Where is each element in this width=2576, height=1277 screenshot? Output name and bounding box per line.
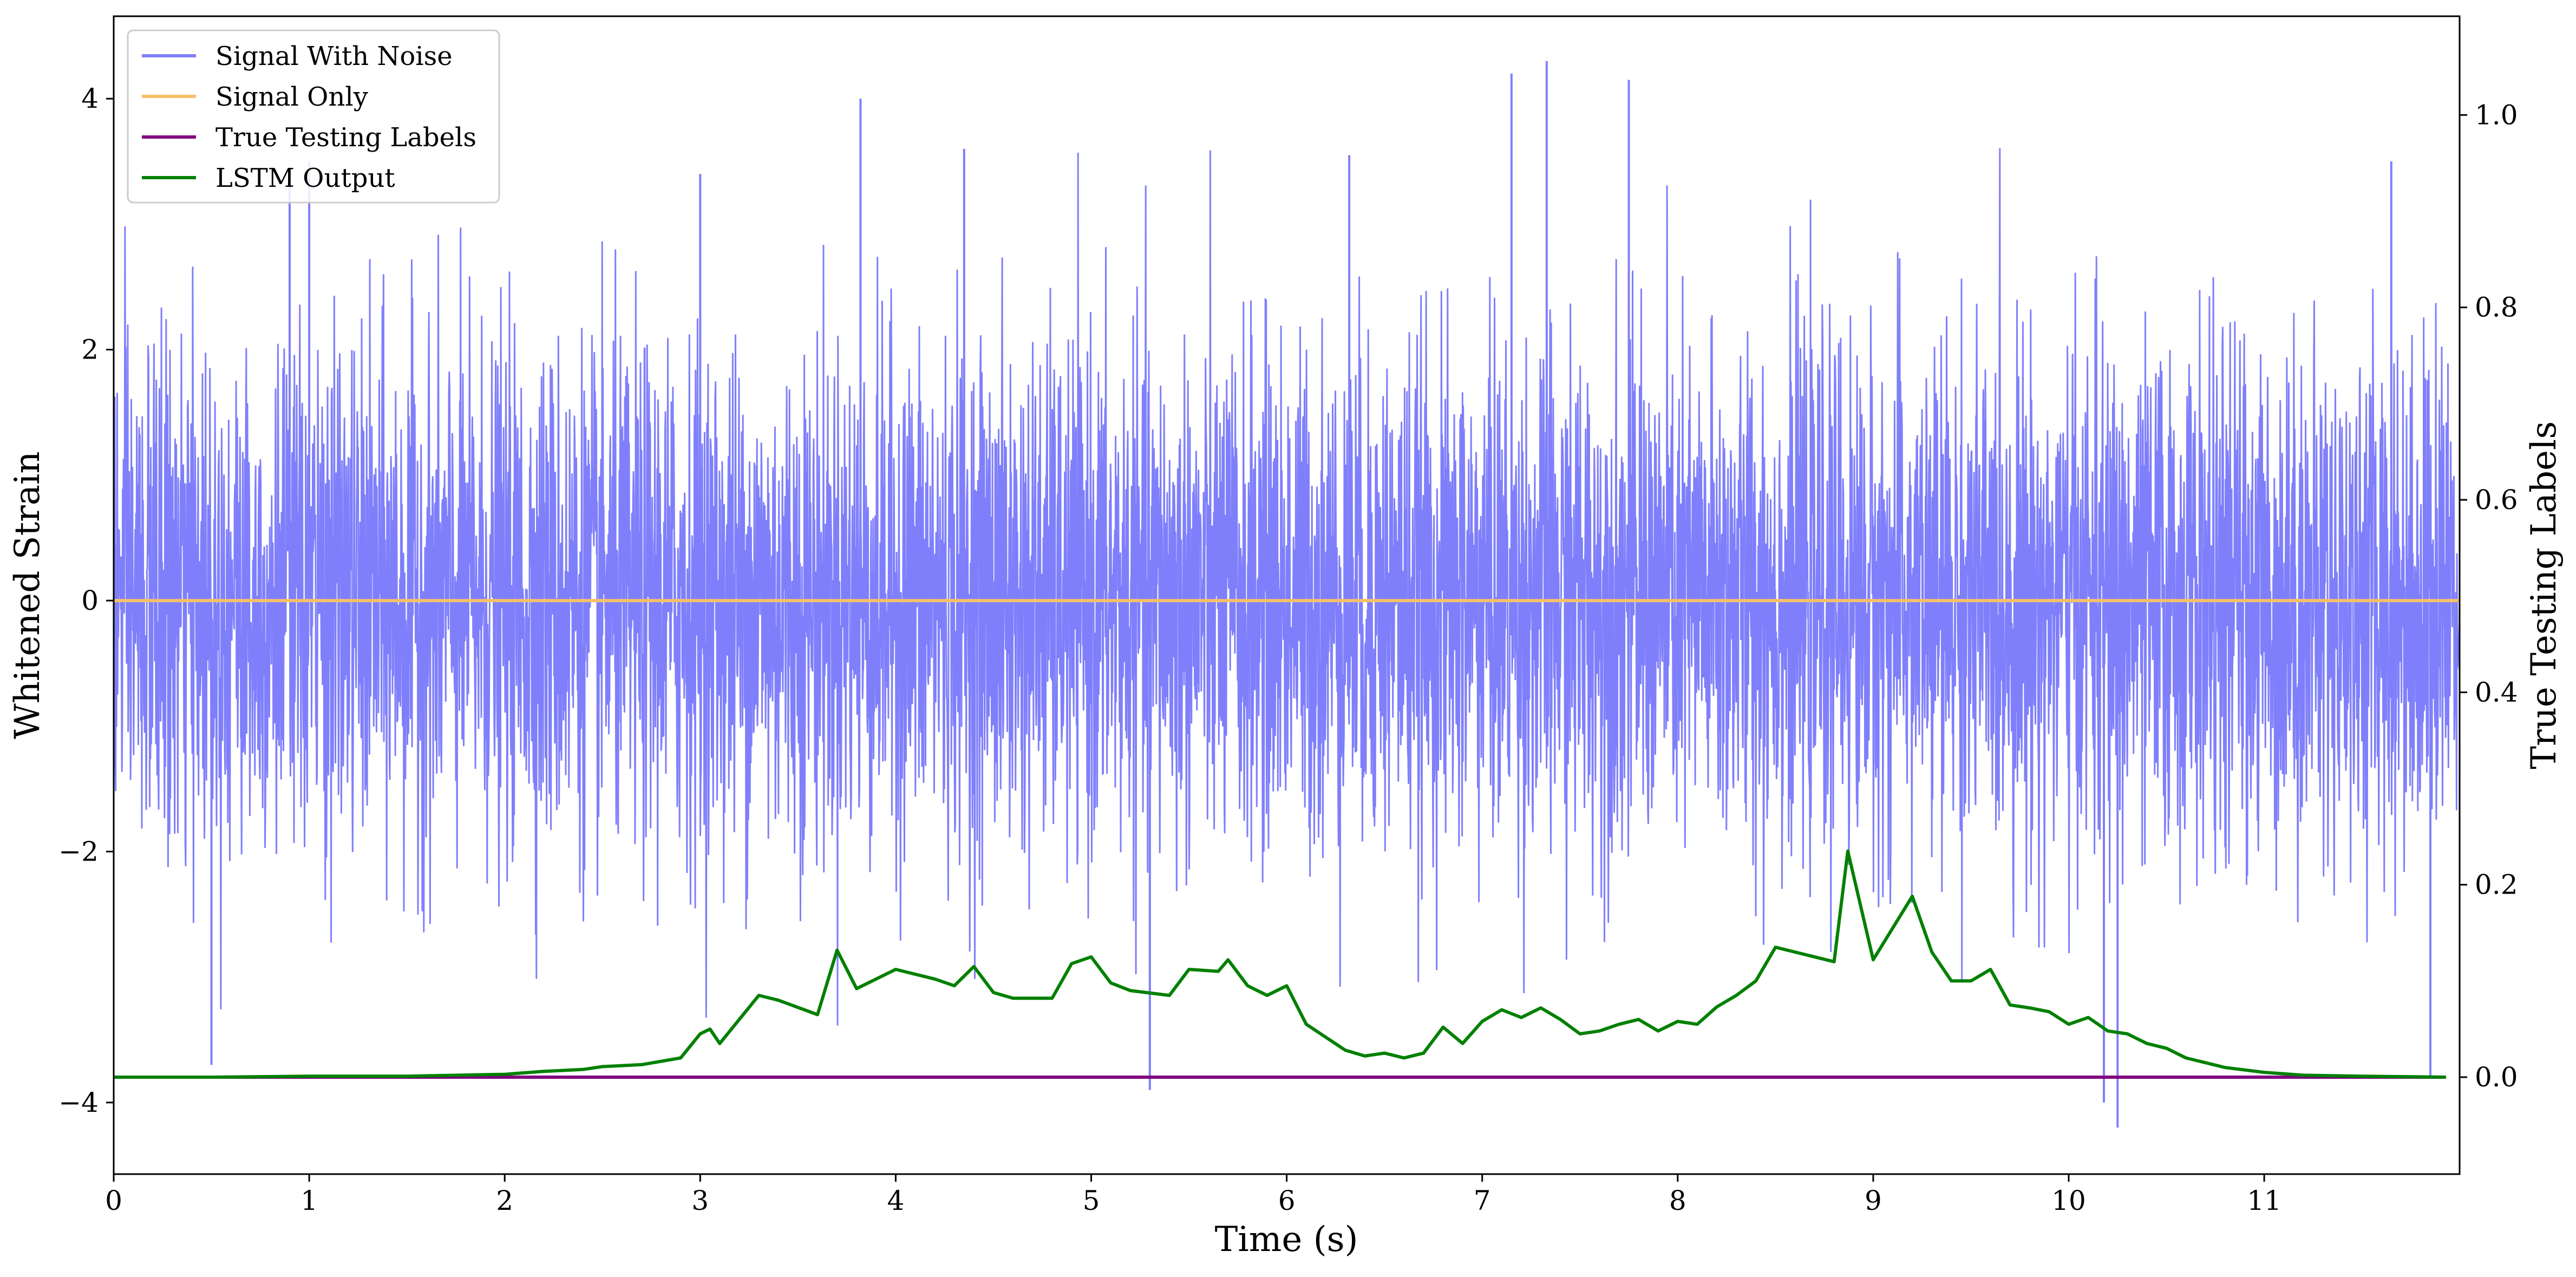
x-tick-label: 1 (300, 1185, 318, 1216)
x-tick-label: 7 (1474, 1185, 1491, 1216)
x-tick-label: 2 (496, 1185, 513, 1216)
x-tick-label: 9 (1865, 1185, 1882, 1216)
y-axis-label-right: True Testing Labels (2524, 421, 2564, 770)
right-y-tick-label: 0.8 (2475, 292, 2518, 323)
legend-label-signal-with-noise: Signal With Noise (215, 41, 453, 71)
x-axis-label: Time (s) (1215, 1220, 1358, 1260)
x-tick-label: 4 (887, 1185, 904, 1216)
right-y-axis: 0.0 0.2 0.4 0.6 0.8 1.0 (2460, 99, 2518, 1093)
signal-with-noise-series (114, 61, 2460, 1128)
right-y-tick-label: 1.0 (2475, 99, 2518, 131)
left-y-tick-label: 0 (81, 585, 99, 616)
y-axis-label-left: Whitened Strain (8, 451, 48, 739)
left-y-tick-label: −2 (58, 836, 99, 867)
signal-with-noise-line (114, 148, 2460, 1026)
left-y-axis: −4 −2 0 2 4 (58, 83, 114, 1118)
right-y-tick-label: 0.2 (2475, 869, 2518, 901)
x-tick-label: 3 (691, 1185, 709, 1216)
x-tick-label: 8 (1669, 1185, 1686, 1216)
legend-box (127, 29, 500, 204)
legend-label-signal-only: Signal Only (215, 82, 368, 112)
right-y-tick-label: 0.0 (2475, 1061, 2518, 1093)
legend: Signal With Noise Signal Only True Testing… (127, 29, 500, 204)
legend-label-lstm-output: LSTM Output (215, 163, 395, 193)
x-tick-label: 6 (1278, 1185, 1296, 1216)
x-tick-label: 10 (2051, 1185, 2086, 1216)
right-y-tick-label: 0.6 (2475, 484, 2518, 516)
left-y-tick-label: 4 (81, 83, 99, 114)
left-y-tick-label: −4 (58, 1087, 99, 1118)
left-y-tick-label: 2 (81, 334, 99, 366)
lstm-output-line (114, 849, 2446, 1079)
legend-label-true-testing-labels: True Testing Labels (215, 122, 476, 153)
x-tick-label: 11 (2247, 1185, 2281, 1216)
right-y-tick-label: 0.4 (2475, 676, 2518, 708)
x-axis: 0 1 2 3 4 5 6 7 8 9 10 11 (105, 1174, 2281, 1216)
x-tick-label: 0 (105, 1185, 122, 1216)
x-tick-label: 5 (1083, 1185, 1100, 1216)
